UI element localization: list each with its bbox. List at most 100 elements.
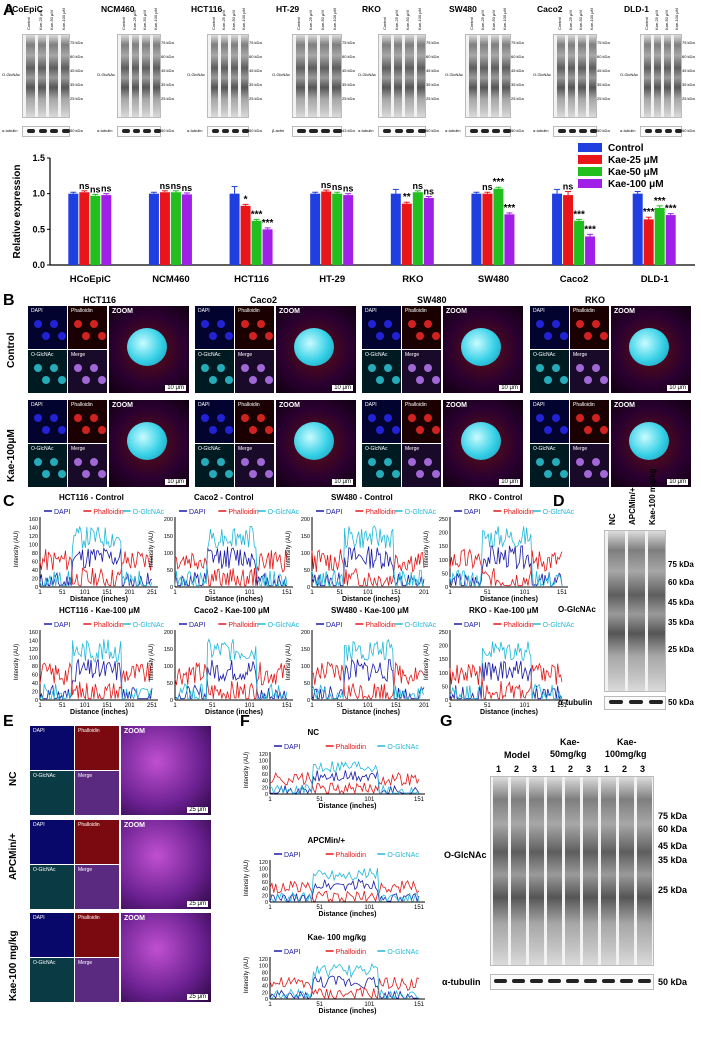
- blot-lane-label: Kae-50 μM: [491, 10, 496, 30]
- cell-spot: [90, 320, 98, 328]
- bar: [585, 236, 596, 265]
- subpanel-label: O-GlcNAc: [198, 352, 221, 358]
- blot-marker-label: 75 kDa: [249, 40, 262, 45]
- blot-lane-number: 1: [550, 764, 556, 774]
- y-tick-label: 250: [439, 630, 448, 636]
- x-tick-label: 1: [38, 590, 42, 596]
- cell-spot: [432, 332, 440, 340]
- subpanel-label: O-GlcNAc: [365, 446, 388, 452]
- loading-control-band: [394, 129, 403, 133]
- bar: [170, 192, 181, 265]
- cell-spot: [560, 332, 568, 340]
- blot-lane-band: [308, 35, 317, 117]
- y-tick-label: 1.5: [32, 153, 45, 163]
- x-axis-label: Distance (inches): [319, 911, 377, 918]
- line-plot-title: APCMin/+: [307, 836, 346, 845]
- y-tick-label: 50: [442, 571, 448, 577]
- microscopy-subpanel-phalloidin: Phalloidin: [570, 306, 609, 349]
- line-plot-title: Caco2 - Control: [194, 493, 254, 502]
- intensity-trace: [39, 659, 153, 700]
- blot-marker-label: 25 kDa: [682, 96, 695, 101]
- y-tick-label: 40: [32, 681, 38, 687]
- intensity-trace: [311, 549, 425, 587]
- tissue-subpanel-merge: Merge: [75, 771, 119, 815]
- subpanel-label: DAPI: [365, 402, 377, 408]
- cell-spot: [82, 376, 90, 384]
- y-tick-label: 80: [262, 970, 268, 976]
- cell-spot: [209, 470, 217, 478]
- loading-control-band: [383, 129, 392, 133]
- x-tick-label: 1: [268, 797, 272, 803]
- y-tick-label: 0: [445, 585, 448, 591]
- cell-spot: [384, 458, 392, 466]
- y-tick-label: 50: [304, 681, 310, 687]
- blot-marker-label: 45 kDa: [249, 68, 262, 73]
- blot-lane-band: [674, 35, 681, 117]
- intensity-trace: [39, 526, 153, 587]
- tissue-subpanel-dapi: DAPI: [30, 820, 74, 864]
- cell-spot: [90, 364, 98, 372]
- blot-lane-number: 2: [622, 764, 628, 774]
- x-axis-label: Distance (inches): [480, 596, 538, 603]
- y-tick-label: 0: [445, 698, 448, 704]
- microscopy-subpanel-oglcnac: O-GlcNAc: [195, 350, 234, 393]
- x-tick-label: 251: [147, 590, 158, 596]
- blot-marker-label: 45 kDa: [511, 68, 524, 73]
- intensity-trace: [311, 546, 425, 588]
- blot-lane-label: Kae-25 μM: [480, 10, 485, 30]
- microscopy-subpanel-phalloidin: Phalloidin: [402, 400, 441, 443]
- tissue-subpanel-dapi: DAPI: [30, 726, 74, 770]
- x-tick-label: 151: [557, 590, 568, 596]
- zoom-panel: ZOOM 10 μm: [276, 306, 356, 393]
- y-tick-label: 150: [301, 534, 310, 540]
- cell-spot: [34, 364, 42, 372]
- blot-lane-band: [332, 35, 341, 117]
- cell-spot: [241, 414, 249, 422]
- intensity-trace: [174, 662, 288, 701]
- loading-control-marker: 50 kDa: [668, 698, 694, 707]
- cell-spot: [90, 414, 98, 422]
- cell-spot: [432, 470, 440, 478]
- cell-spot: [42, 470, 50, 478]
- x-tick-label: 101: [520, 703, 531, 709]
- subpanel-label: DAPI: [33, 822, 45, 828]
- loading-control-label: α-tubulin: [358, 128, 374, 133]
- loading-control-band: [61, 129, 70, 133]
- blot-lane-label: APCMin/+: [628, 487, 637, 525]
- subpanel-label: DAPI: [533, 308, 545, 314]
- tissue-subpanel-dapi: DAPI: [30, 913, 74, 957]
- cell-spot: [424, 320, 432, 328]
- scale-bar-label: 10 μm: [332, 479, 353, 485]
- legend-swatch: [578, 155, 602, 164]
- loading-control-band: [406, 129, 415, 133]
- y-tick-label: 120: [259, 860, 268, 866]
- category-label: HCoEpiC: [70, 274, 111, 285]
- o-glcnac-blot: [207, 34, 249, 118]
- cell-spot: [536, 458, 544, 466]
- subpanel-label: Phalloidin: [71, 402, 93, 408]
- microscopy-subpanel-phalloidin: Phalloidin: [68, 306, 107, 349]
- cell-spot: [576, 320, 584, 328]
- cell-spot: [368, 364, 376, 372]
- scale-bar-label: 10 μm: [165, 479, 186, 485]
- blot-marker-label: 45 kDa: [658, 841, 688, 851]
- cell-spot: [58, 426, 66, 434]
- blot-lane-band: [648, 531, 665, 691]
- subpanel-label: Merge: [78, 867, 93, 873]
- blot-marker-label: 60 kDa: [342, 54, 355, 59]
- cell-spot: [209, 332, 217, 340]
- y-tick-label: 100: [259, 867, 268, 873]
- subpanel-label: Merge: [573, 352, 588, 358]
- microscopy-subpanel-oglcnac: O-GlcNAc: [195, 444, 234, 487]
- blot-lane-label: Kae-50 μM: [49, 10, 54, 30]
- x-tick-label: 101: [245, 590, 256, 596]
- x-tick-label: 101: [364, 1002, 375, 1008]
- y-axis-label: Intensity (AU): [244, 860, 250, 896]
- zoom-label: ZOOM: [614, 308, 635, 315]
- significance-label: ***: [654, 196, 666, 207]
- x-tick-label: 101: [363, 703, 374, 709]
- loading-control-band: [579, 129, 587, 133]
- loading-control-band: [242, 129, 250, 133]
- scale-bar-label: 10 μm: [667, 479, 688, 485]
